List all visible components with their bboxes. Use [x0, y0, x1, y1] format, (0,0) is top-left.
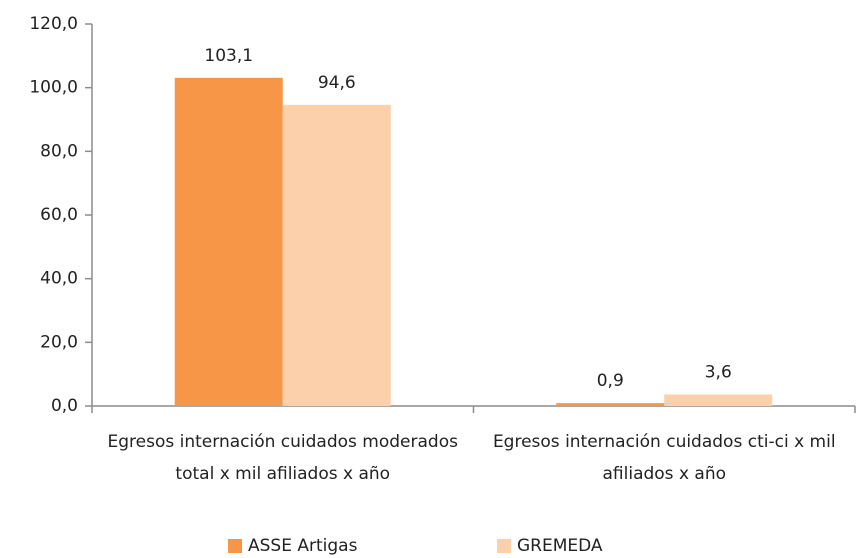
legend-swatch [228, 539, 242, 553]
data-label: 0,9 [597, 371, 624, 391]
data-label: 94,6 [318, 73, 356, 93]
x-tick-label: Egresos internación cuidados moderados to… [108, 432, 459, 484]
bar [174, 77, 283, 406]
y-tick-label: 100,0 [29, 78, 78, 98]
y-tick-label: 60,0 [40, 205, 78, 225]
x-tick-line: Egresos internación cuidados cti-ci x mi… [493, 432, 836, 452]
x-tick-line: afiliados x año [603, 464, 727, 484]
legend-label: GREMEDA [517, 536, 603, 556]
legend-swatch [497, 539, 511, 553]
y-tick-label: 0,0 [51, 396, 78, 416]
x-tick-label: Egresos internación cuidados cti-ci x mi… [493, 432, 836, 484]
y-tick-label: 80,0 [40, 141, 78, 161]
bar [282, 104, 391, 407]
y-tick-label: 120,0 [29, 14, 78, 34]
data-label: 103,1 [204, 46, 253, 66]
y-tick-label: 40,0 [40, 269, 78, 289]
y-tick-label: 20,0 [40, 332, 78, 352]
data-label: 3,6 [705, 363, 732, 383]
x-tick-line: total x mil afiliados x año [175, 464, 390, 484]
bar [664, 394, 773, 406]
bar [556, 403, 665, 406]
x-tick-line: Egresos internación cuidados moderados [108, 432, 459, 452]
legend-label: ASSE Artigas [248, 536, 358, 556]
